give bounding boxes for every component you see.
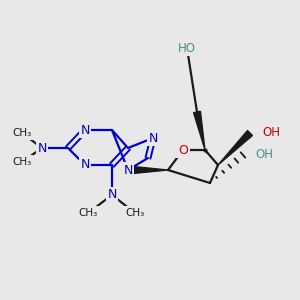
Text: OH: OH <box>262 127 280 140</box>
Text: CH₃: CH₃ <box>125 208 145 218</box>
Text: N: N <box>80 158 90 172</box>
Polygon shape <box>218 130 253 165</box>
Text: HO: HO <box>178 41 196 55</box>
Text: O: O <box>178 143 188 157</box>
Text: N: N <box>148 131 158 145</box>
Text: N: N <box>80 124 90 136</box>
Text: N: N <box>123 164 133 176</box>
Text: N: N <box>107 188 117 202</box>
Polygon shape <box>128 166 168 174</box>
Text: N: N <box>37 142 47 154</box>
Polygon shape <box>194 111 205 150</box>
Text: OH: OH <box>255 148 273 161</box>
Text: CH₃: CH₃ <box>78 208 98 218</box>
Text: CH₃: CH₃ <box>12 128 32 138</box>
Text: CH₃: CH₃ <box>12 157 32 167</box>
